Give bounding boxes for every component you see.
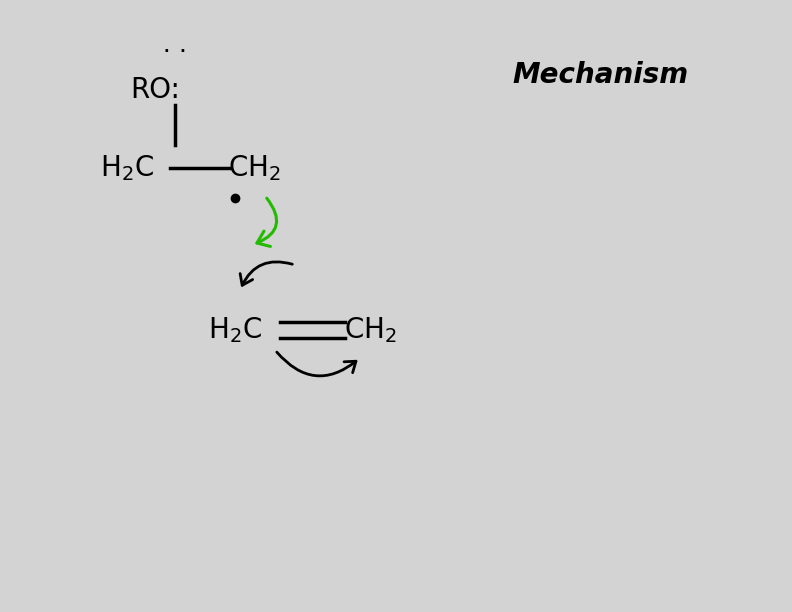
Text: H$_2$C: H$_2$C bbox=[208, 315, 262, 345]
FancyArrowPatch shape bbox=[240, 262, 292, 285]
Text: CH$_2$: CH$_2$ bbox=[228, 153, 281, 183]
Text: CH$_2$: CH$_2$ bbox=[344, 315, 397, 345]
Text: RO:: RO: bbox=[130, 76, 180, 104]
FancyArrowPatch shape bbox=[276, 352, 356, 376]
Text: ·  ·: · · bbox=[164, 45, 186, 59]
FancyArrowPatch shape bbox=[257, 198, 276, 247]
Text: H$_2$C: H$_2$C bbox=[100, 153, 154, 183]
Text: Mechanism: Mechanism bbox=[512, 61, 688, 89]
